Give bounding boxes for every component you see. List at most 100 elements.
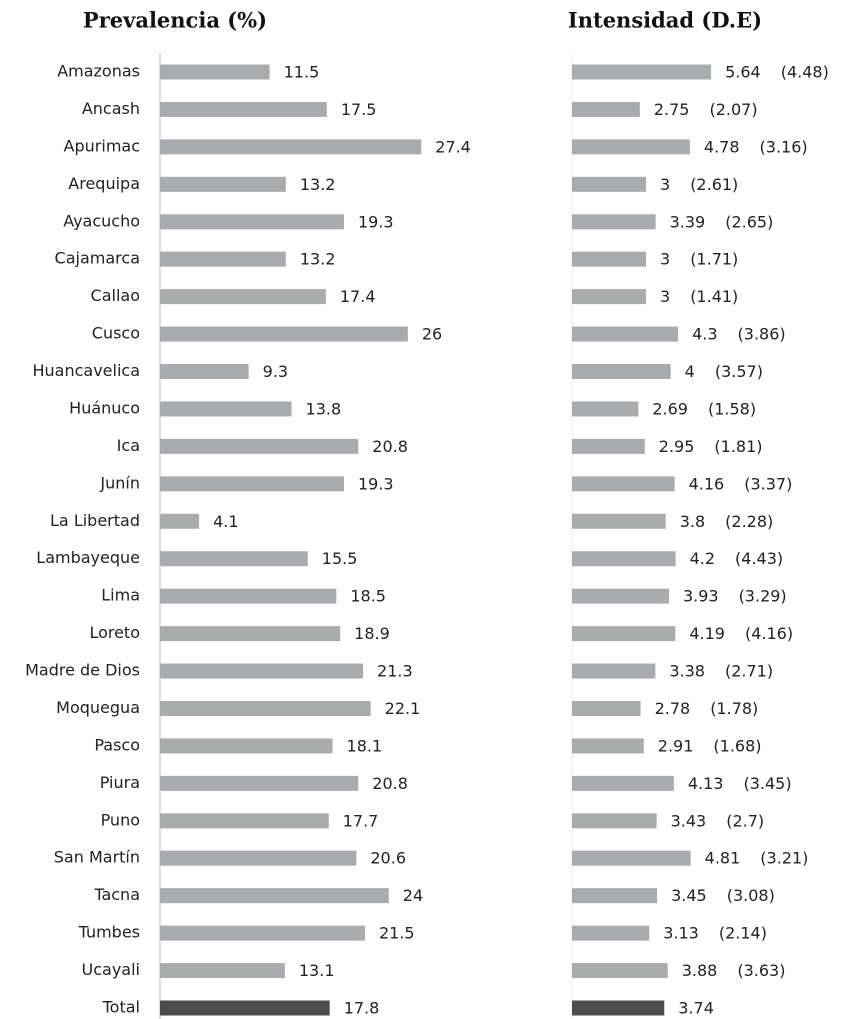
value-label: 3.43 [671,811,707,830]
bar [160,626,341,642]
value-label: 13.8 [306,399,342,418]
bar [572,364,671,380]
value-label: 4.1 [213,512,238,531]
value-label: 19.3 [358,212,394,231]
bar [160,588,337,604]
value-label: 4.78 [704,137,740,156]
bar [160,401,292,417]
category-label: Cajamarca [55,249,140,268]
value-label: 18.5 [350,587,386,606]
bar [572,476,675,492]
sd-label: (1.41) [690,287,738,306]
category-label: Ucayali [82,960,140,979]
value-label: 20.8 [372,437,408,456]
bar [572,963,668,979]
bar [160,176,286,192]
value-label: 9.3 [263,362,288,381]
sd-label: (1.58) [708,399,756,418]
value-label: 5.64 [725,63,761,82]
value-label: 20.8 [372,774,408,793]
value-label: 3 [660,175,670,194]
bar [572,738,644,754]
sd-label: (3.63) [737,961,785,980]
category-label: Ayacucho [63,211,140,230]
bar [160,289,326,305]
category-label: San Martín [54,848,140,867]
sd-label: (3.16) [760,137,808,156]
bar [160,963,285,979]
value-label: 17.8 [344,999,380,1018]
bar [572,1000,665,1016]
bar [572,326,679,342]
sd-label: (3.86) [738,325,786,344]
sd-label: (3.08) [727,886,775,905]
bar [572,401,639,417]
category-label: Pasco [94,735,140,754]
value-label: 20.6 [370,849,406,868]
sd-label: (2.14) [719,924,767,943]
bar [160,476,344,492]
value-label: 17.5 [341,100,377,119]
category-label: Moquegua [56,698,140,717]
value-label: 3.13 [663,924,699,943]
bar [572,251,646,267]
bar [572,888,658,904]
value-label: 4.81 [705,849,741,868]
bar [160,925,365,941]
category-label: Tumbes [78,923,140,942]
value-label: 21.5 [379,924,415,943]
category-label: Total [102,998,140,1017]
bar [572,101,640,117]
value-label: 4.16 [689,474,725,493]
sd-label: (4.43) [735,549,783,568]
bar [572,850,691,866]
bar [572,925,650,941]
category-label: Junín [99,473,140,492]
bar [572,513,666,529]
category-label: Loreto [89,623,140,642]
bar [160,1000,330,1016]
bar [160,888,389,904]
sd-label: (3.57) [715,362,763,381]
bar [160,813,329,829]
value-label: 13.2 [300,250,336,269]
bar [160,139,422,155]
value-label: 3 [660,250,670,269]
bar [572,775,674,791]
sd-label: (1.71) [690,250,738,269]
bar [160,738,333,754]
bar [572,289,646,305]
value-label: 24 [403,886,423,905]
bar [160,663,364,679]
sd-label: (4.16) [745,624,793,643]
sd-label: (1.78) [710,699,758,718]
value-label: 2.95 [659,437,695,456]
category-label: Lambayeque [36,548,140,567]
value-label: 22.1 [385,699,421,718]
sd-label: (1.81) [714,437,762,456]
value-label: 3.93 [683,587,719,606]
value-label: 21.3 [377,662,413,681]
category-label: Huánuco [69,398,140,417]
value-label: 3.8 [680,512,705,531]
bar [160,364,249,380]
bar [160,251,286,267]
value-label: 4.19 [689,624,725,643]
value-label: 4.13 [688,774,724,793]
value-label: 2.78 [655,699,691,718]
value-label: 27.4 [435,137,471,156]
category-label: La Libertad [50,511,140,530]
bar [160,700,371,716]
category-label: Ancash [82,99,140,118]
bar [572,438,645,454]
value-label: 3.38 [669,662,705,681]
sd-label: (2.7) [726,811,764,830]
bar [572,588,669,604]
bar [572,139,690,155]
value-label: 11.5 [284,63,320,82]
category-label: Amazonas [57,62,140,81]
chart-title: Intensidad (D.E) [568,8,762,33]
bar [572,551,676,567]
bar [572,64,712,80]
